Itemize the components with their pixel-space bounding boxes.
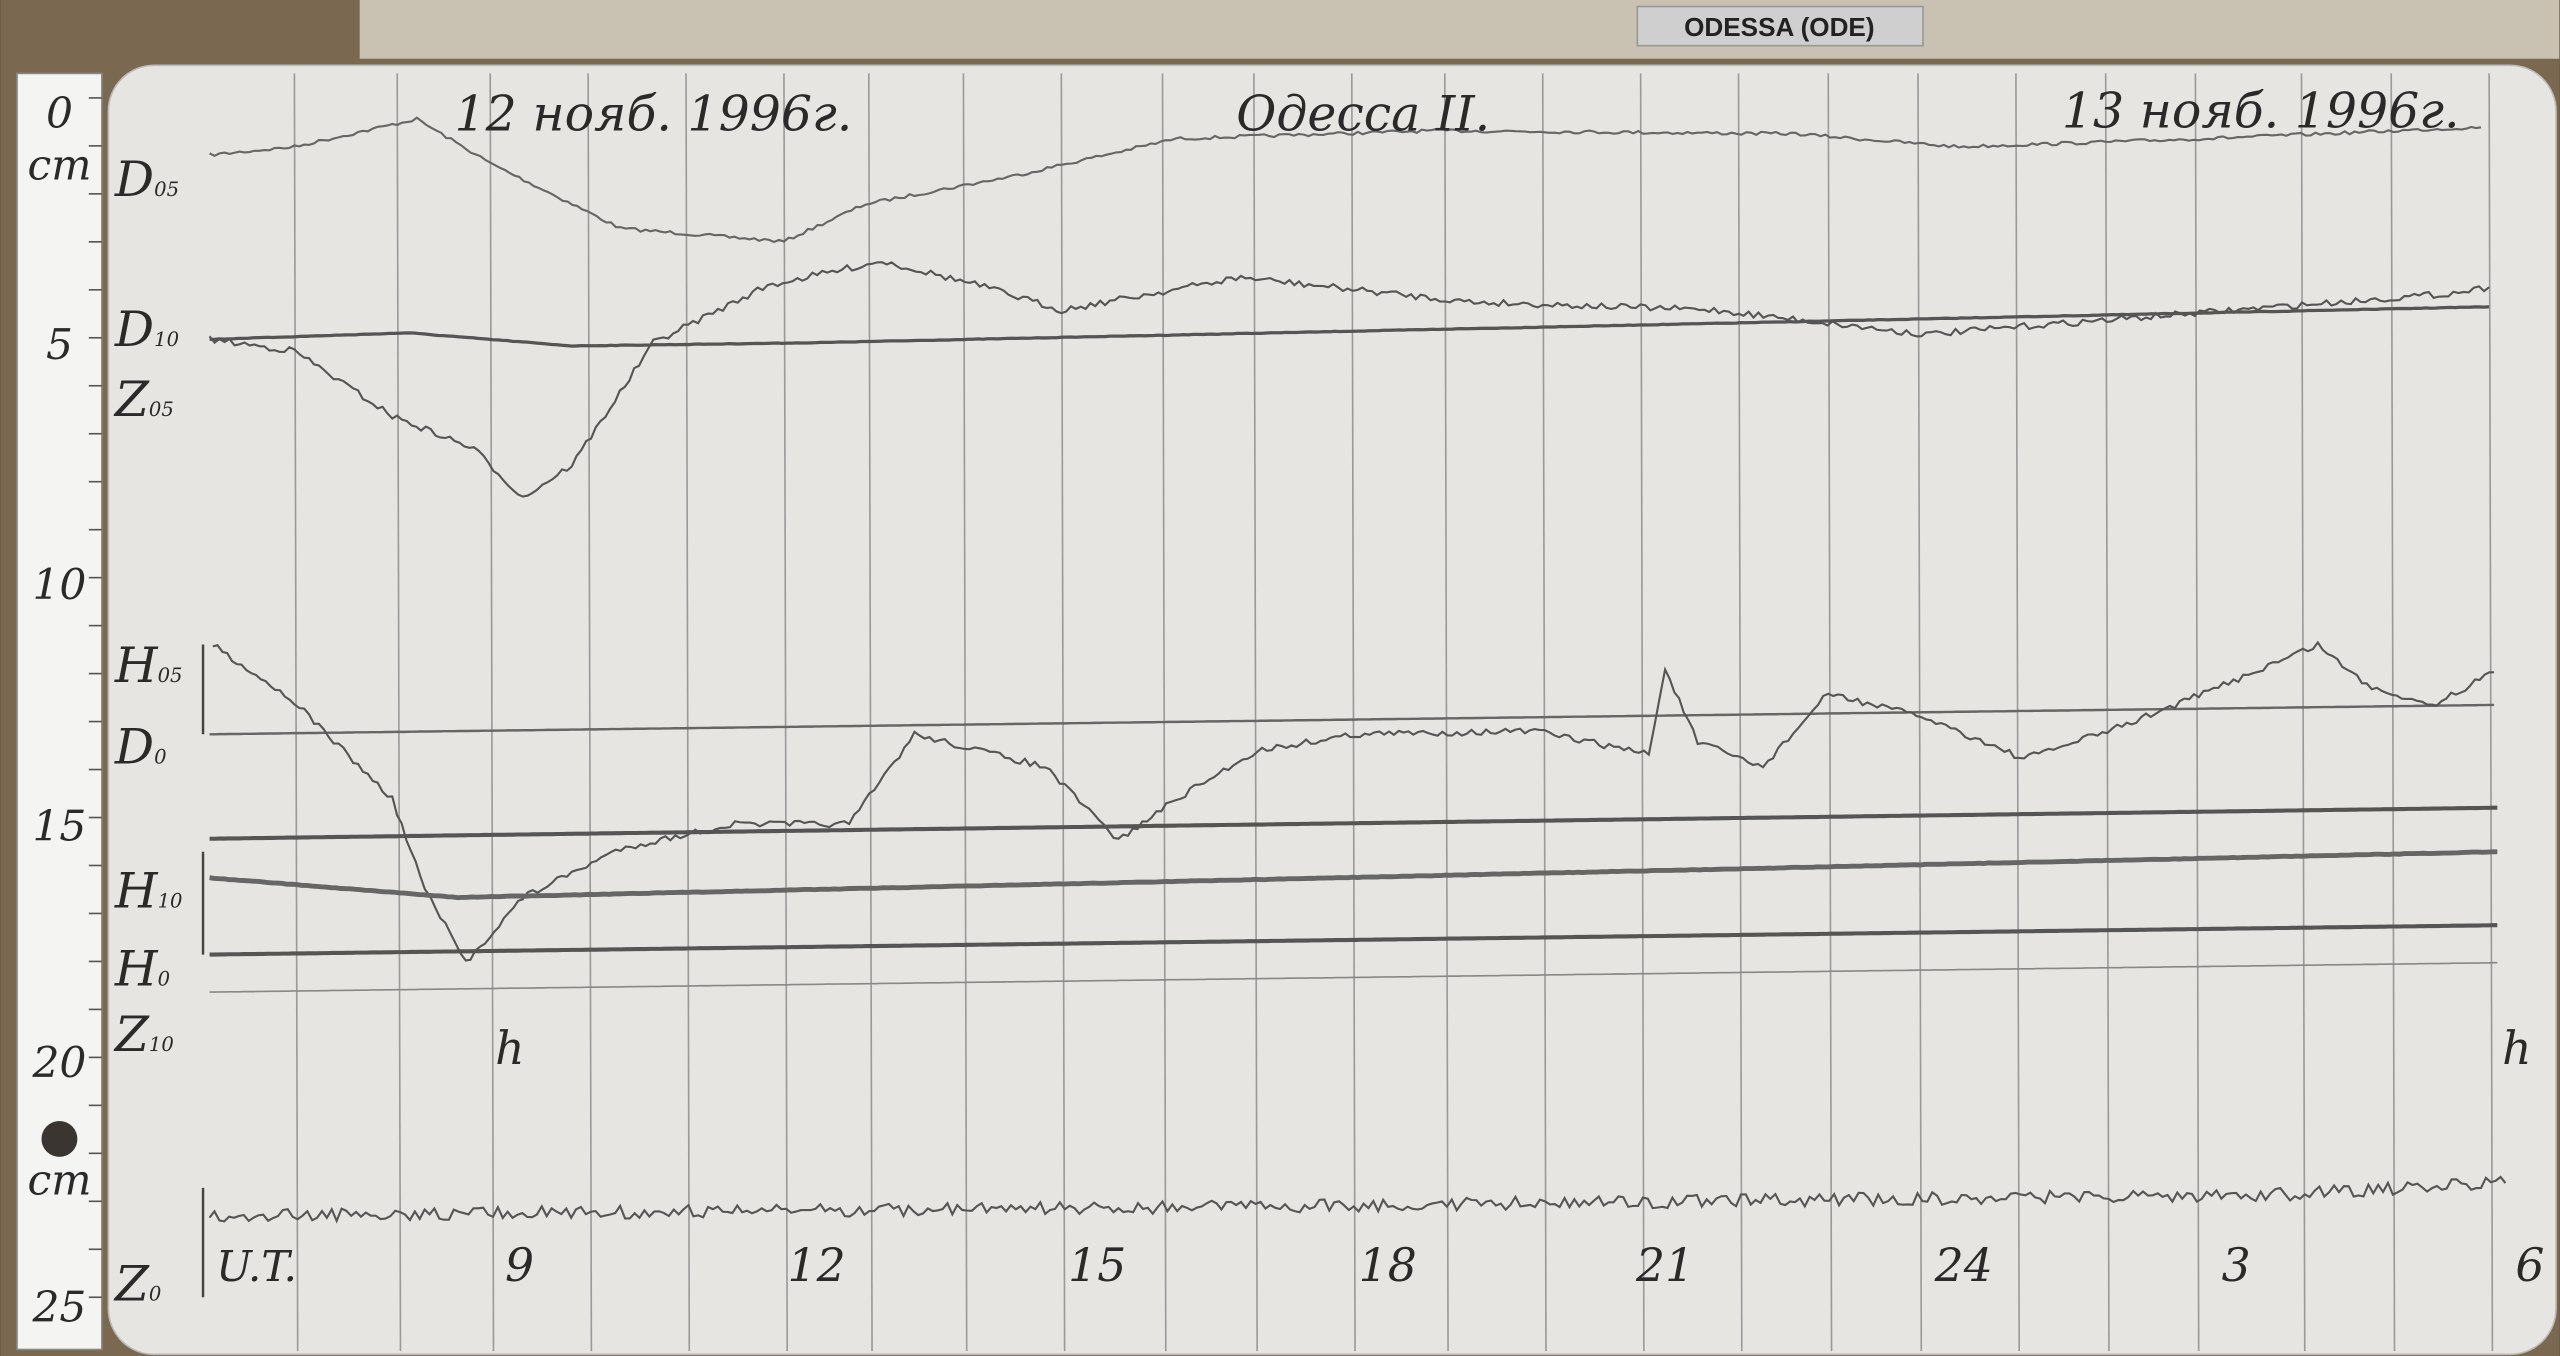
trace-label: Z05: [113, 371, 174, 428]
grid-line: [489, 73, 495, 1352]
grid-line: [1253, 73, 1258, 1352]
ruler-label: 15: [32, 802, 86, 851]
trace-sub: 10: [149, 1033, 174, 1056]
time-start: U.T.: [216, 1243, 297, 1292]
trace-name: D: [114, 719, 154, 776]
hour-label: 21: [1635, 1239, 1694, 1292]
trace: [209, 805, 2498, 841]
trace-label: D0: [114, 719, 167, 776]
grid-line: [2488, 73, 2494, 1352]
trace-label: D05: [114, 151, 179, 208]
date-left: 12 нояб. 1996г.: [455, 86, 853, 143]
trace-sub: 05: [158, 664, 183, 687]
trace: [208, 261, 2490, 498]
grid: [293, 73, 2494, 1352]
hour-label: 18: [1359, 1239, 1417, 1292]
trace-sub: 0: [154, 746, 166, 769]
ruler-label: 0: [46, 89, 73, 138]
hour-unit: h: [2502, 1022, 2531, 1075]
hour-label: 15: [1068, 1239, 1126, 1292]
hour-label: 6: [2515, 1239, 2544, 1292]
trace: [209, 849, 2498, 901]
trace-label: H05: [114, 637, 183, 694]
trace-name: H: [114, 862, 159, 919]
ruler-label: 20: [31, 1039, 86, 1088]
time-axis: U.T. 9 12 15 18 21 24 3 6 h h: [216, 1022, 2544, 1292]
grid-line: [1350, 73, 1356, 1352]
hour-label: 12: [788, 1239, 846, 1292]
trace-sub: 05: [154, 178, 179, 201]
trace-sub: 10: [154, 328, 179, 351]
station-tag: ODESSA (ODE): [1684, 12, 1874, 42]
trace-sub: 0: [149, 1283, 161, 1306]
ruler-label: 25: [31, 1284, 86, 1333]
trace-sub: 10: [158, 889, 183, 912]
trace: [209, 305, 2490, 348]
ruler-label: 10: [32, 561, 86, 610]
hour-label: 9: [505, 1239, 534, 1292]
trace-label: Z10: [113, 1006, 174, 1063]
grid-line: [1060, 73, 1066, 1352]
trace-name: Z: [113, 1006, 150, 1063]
trace-name: Z: [113, 371, 150, 428]
trace-name: D: [114, 151, 154, 208]
grid-line: [396, 73, 402, 1352]
grid-line: [2300, 73, 2306, 1352]
grid-line: [1443, 73, 1449, 1352]
ruler-label: 5: [46, 321, 73, 370]
trace-name: H: [114, 637, 159, 694]
grid-line: [1737, 73, 1743, 1352]
grid-line: [867, 73, 873, 1352]
trace-label: D10: [114, 301, 179, 358]
trace-sub: 05: [149, 398, 174, 421]
grid-line: [587, 73, 593, 1352]
trace: [208, 1175, 2507, 1224]
trace: [212, 640, 2495, 962]
trace: [209, 116, 2482, 244]
trace-label: H10: [114, 862, 183, 919]
trace: [209, 703, 2495, 736]
trace: [209, 961, 2498, 993]
grid-line: [783, 73, 789, 1352]
paper: [107, 64, 2557, 1356]
grid-line: [2015, 73, 2021, 1352]
grid-line: [685, 73, 691, 1352]
pin: [41, 1121, 78, 1157]
trace-sub: 0: [158, 968, 170, 991]
ruler-label: cm: [27, 141, 91, 190]
trace-name: H: [114, 941, 159, 998]
grid-line: [293, 73, 299, 1352]
hour-label: 24: [1934, 1239, 1993, 1292]
station-title: Одесса II.: [1236, 86, 1490, 143]
hour-label: 3: [2222, 1239, 2251, 1292]
date-right: 13 нояб. 1996г.: [2062, 82, 2460, 139]
grid-line: [1541, 73, 1547, 1352]
grid-line: [1161, 73, 1167, 1352]
grid-line: [962, 73, 968, 1352]
trace-label: H0: [114, 941, 170, 998]
grid-line: [2390, 73, 2396, 1352]
traces: [201, 116, 2507, 1298]
ruler-label: cm: [27, 1156, 91, 1205]
grid-line: [1639, 73, 1645, 1352]
station-tag-box: [1636, 5, 1924, 47]
grid-line: [2104, 73, 2110, 1352]
top-strip: [359, 0, 2560, 59]
trace-label: Z0: [113, 1256, 161, 1313]
trace-name: Z: [113, 1256, 150, 1313]
grid-line: [2194, 73, 2200, 1352]
hour-unit: h: [495, 1022, 524, 1075]
trace: [209, 923, 2498, 957]
trace-name: D: [114, 301, 154, 358]
